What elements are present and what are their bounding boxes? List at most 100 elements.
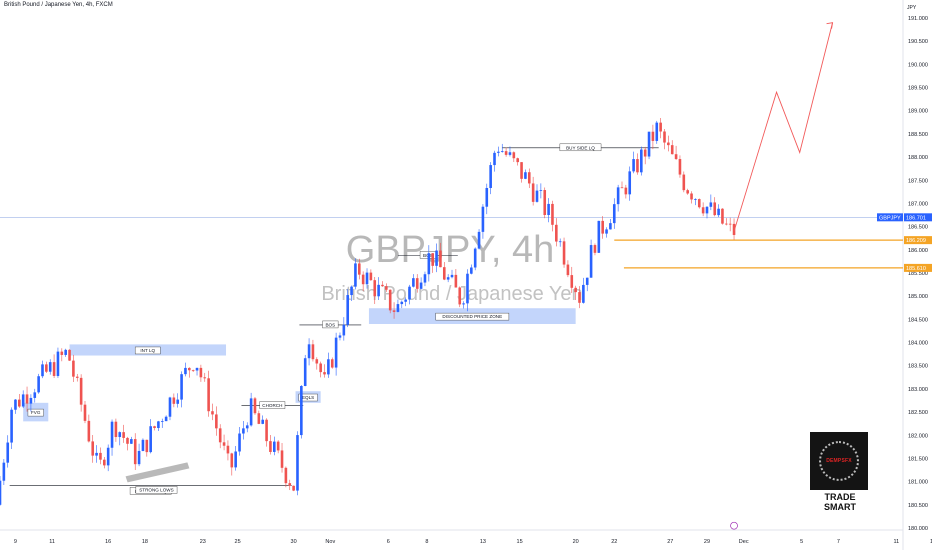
candle-body (311, 344, 315, 360)
candle-body (574, 287, 577, 293)
candle-body (659, 122, 662, 132)
candle-body (272, 441, 276, 452)
candle-body (6, 442, 10, 463)
candle-body (605, 229, 608, 234)
candle-body (207, 378, 210, 412)
candle-body (442, 267, 446, 280)
candle-body (72, 360, 75, 377)
annotation-label: CHORCH (262, 403, 282, 408)
x-tick-label: 5 (800, 539, 803, 545)
candle-body (99, 452, 102, 460)
candle-body (253, 398, 257, 414)
candle-body (265, 419, 268, 442)
y-tick-label: 182.000 (908, 433, 928, 439)
candle-body (168, 397, 172, 417)
zone-label: INT LQ (140, 348, 155, 353)
candle-body (616, 187, 620, 205)
candle-body (180, 374, 183, 400)
y-tick-label: 185.500 (908, 271, 928, 277)
price-label-box (904, 213, 932, 222)
price-label-value: 185.610 (906, 266, 926, 272)
x-tick-label: 18 (142, 539, 148, 545)
candle-body (149, 426, 152, 453)
candle-body (323, 372, 326, 375)
candle-body (500, 151, 504, 152)
y-tick-label: 181.000 (908, 480, 928, 486)
symbol-label: GBPJPY (879, 215, 901, 221)
symbol-label-box (877, 213, 903, 222)
annotation-label-box (135, 486, 178, 494)
candle-body (697, 199, 701, 208)
candle-body (172, 397, 176, 404)
strong-lows-band (125, 462, 190, 483)
candle-body (624, 187, 628, 195)
candle-body (620, 187, 624, 189)
candle-body (667, 142, 670, 146)
candle-body (145, 439, 149, 453)
y-tick-label: 189.000 (908, 109, 928, 115)
candle-body (226, 445, 230, 454)
x-tick-label: 13 (480, 539, 486, 545)
candle-body (419, 282, 423, 289)
candle-body (392, 310, 396, 312)
annotation-label: BOS (325, 322, 335, 327)
candle-body (435, 250, 438, 266)
candle-body (176, 399, 180, 404)
candle-body (238, 433, 241, 452)
candle-body (686, 190, 689, 194)
bull-icon: DEMPSFX (819, 441, 859, 481)
candle-body (670, 145, 674, 155)
candle-body (381, 284, 384, 287)
candle-body (516, 158, 519, 163)
candle-body (489, 165, 492, 188)
y-tick-label: 186.000 (908, 248, 928, 254)
x-tick-label: 16 (105, 539, 111, 545)
candle-body (354, 263, 357, 287)
x-tick-label: 25 (235, 539, 241, 545)
candle-body (276, 441, 280, 451)
candle-body (612, 204, 616, 224)
candle-body (83, 404, 87, 421)
candle-body (725, 223, 728, 225)
x-tick-label: 6 (387, 539, 390, 545)
candle-body (709, 202, 713, 207)
candle-body (404, 299, 407, 302)
candle-body (64, 349, 67, 355)
candle-body (566, 264, 570, 276)
annotation-label-box (259, 401, 286, 409)
candle-body (643, 149, 647, 157)
candle-body (674, 154, 678, 160)
candle-body (458, 287, 462, 305)
y-tick-label: 187.500 (908, 178, 928, 184)
candle-body (199, 367, 203, 378)
candle-body (439, 250, 442, 268)
candle-body (701, 207, 705, 214)
currency-label: JPY (907, 5, 917, 11)
candle-body (315, 359, 319, 364)
candle-body (280, 450, 284, 468)
zone-label-box (298, 393, 318, 402)
candle-body (551, 203, 554, 225)
x-tick-label: 27 (667, 539, 673, 545)
candle-body (218, 428, 222, 443)
annotation-label-box (559, 143, 602, 152)
candle-body (385, 286, 388, 290)
y-tick-label: 183.500 (908, 364, 928, 370)
candle-body (504, 151, 508, 155)
candle-body (141, 439, 145, 451)
y-tick-label: 189.500 (908, 86, 928, 92)
candle-body (29, 397, 33, 404)
candle-body (234, 451, 237, 468)
candle-body (307, 344, 311, 359)
y-tick-label: 184.000 (908, 341, 928, 347)
candle-body (203, 377, 207, 379)
y-tick-label: 190.000 (908, 62, 928, 68)
candle-body (292, 485, 295, 491)
candle-body (261, 419, 265, 424)
candle-body (284, 467, 288, 484)
candle-body (126, 437, 129, 444)
y-tick-label: 188.000 (908, 155, 928, 161)
y-tick-label: 182.500 (908, 410, 928, 416)
candle-body (694, 199, 697, 200)
